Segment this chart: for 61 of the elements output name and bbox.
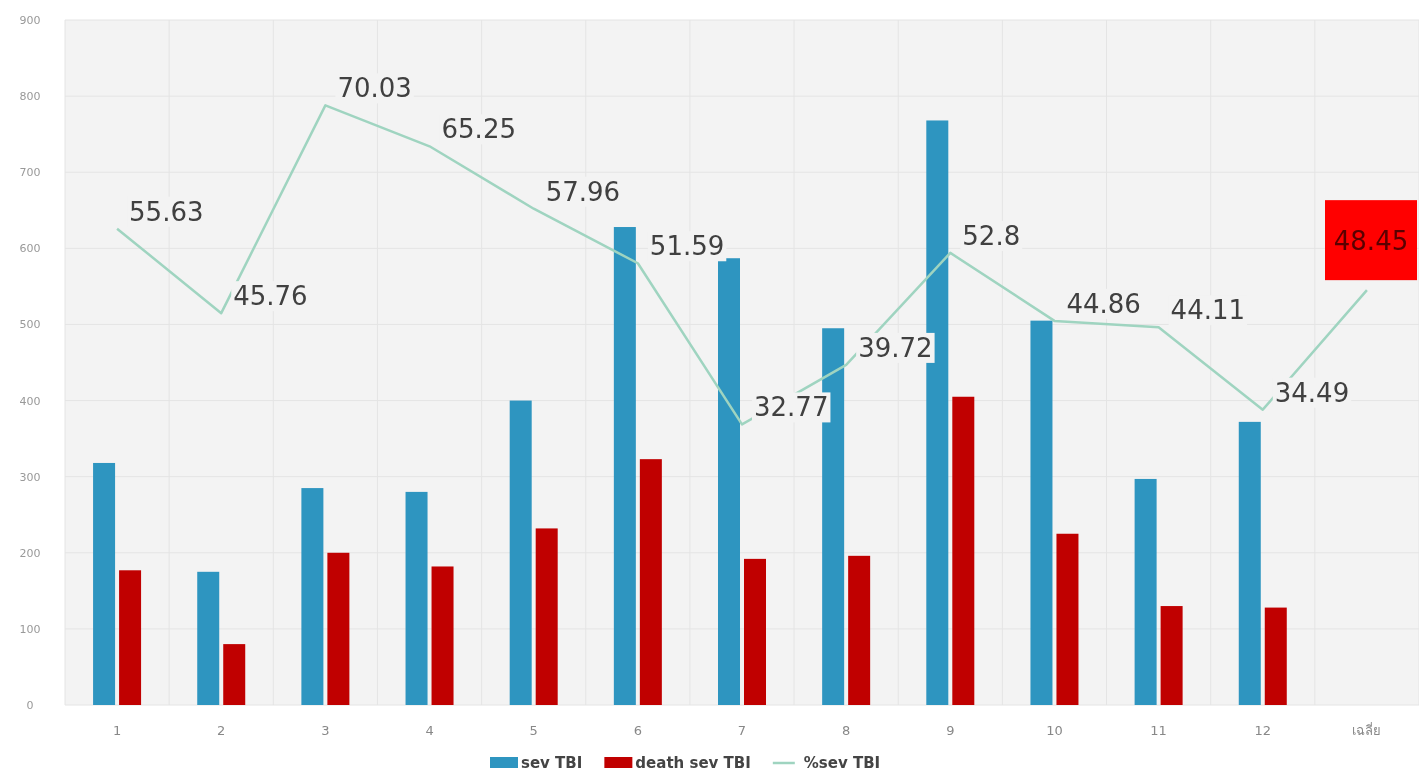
- x-tick-label: 10: [1046, 723, 1063, 738]
- data-label: 34.49: [1274, 377, 1350, 408]
- x-tick-label: 2: [217, 723, 226, 738]
- data-label: 52.8: [962, 220, 1021, 251]
- legend-label: death sev TBI: [635, 754, 751, 772]
- bar: [327, 552, 350, 705]
- bar: [431, 566, 454, 705]
- y-tick-label: 800: [19, 90, 41, 104]
- y-tick-label: 700: [19, 166, 41, 180]
- x-tick-label: 8: [842, 723, 851, 738]
- y-tick-label: 900: [19, 14, 41, 27]
- bar: [718, 258, 740, 705]
- y-tick-label: 400: [19, 394, 41, 408]
- data-label: 39.72: [858, 332, 933, 363]
- bar: [1160, 606, 1183, 705]
- bar: [744, 558, 766, 705]
- x-tick-label: 1: [112, 723, 122, 738]
- bar: [1238, 421, 1261, 705]
- data-label: 51.59: [649, 231, 725, 262]
- data-label: 55.63: [129, 196, 204, 227]
- y-tick-label: 100: [19, 622, 41, 636]
- data-label: 45.76: [233, 281, 308, 312]
- data-label: 57.96: [545, 176, 621, 207]
- bar: [223, 644, 246, 705]
- x-tick-label: 9: [946, 723, 955, 738]
- bar: [848, 555, 871, 705]
- x-tick-label: 3: [321, 723, 330, 738]
- data-label: 44.86: [1066, 288, 1141, 319]
- x-tick-label: 11: [1150, 723, 1167, 738]
- data-label: 65.25: [441, 114, 516, 145]
- y-tick-label: 300: [19, 470, 41, 484]
- bar: [509, 400, 532, 705]
- y-tick-label: 0: [26, 699, 34, 712]
- bar: [197, 571, 220, 705]
- x-tick-label: 5: [529, 723, 538, 738]
- x-tick-label: 7: [737, 723, 747, 738]
- bar: [1264, 607, 1287, 705]
- y-tick-label: 600: [19, 242, 41, 256]
- legend-label: sev TBI: [521, 754, 583, 772]
- bar: [535, 528, 558, 705]
- data-label: 70.03: [337, 73, 412, 104]
- x-tick-label: 12: [1254, 723, 1272, 738]
- bar: [93, 462, 116, 705]
- bar: [639, 459, 662, 705]
- bar: [119, 570, 142, 705]
- data-label: 32.77: [754, 392, 829, 423]
- x-tick-label: เฉลี่ย: [1352, 722, 1382, 738]
- bar: [952, 396, 975, 705]
- y-tick-label: 500: [19, 318, 41, 332]
- bar: [405, 491, 428, 705]
- bar: [613, 227, 636, 705]
- data-label: 44.11: [1170, 295, 1246, 326]
- bar: [1134, 478, 1157, 705]
- bar: [301, 488, 324, 705]
- y-tick-label: 200: [19, 546, 41, 560]
- legend-label: %sev TBI: [803, 754, 881, 772]
- x-tick-label: 6: [633, 723, 642, 738]
- bar: [1056, 533, 1079, 705]
- data-label: 48.45: [1333, 226, 1409, 257]
- x-tick-label: 4: [425, 723, 434, 738]
- bar: [1030, 320, 1053, 705]
